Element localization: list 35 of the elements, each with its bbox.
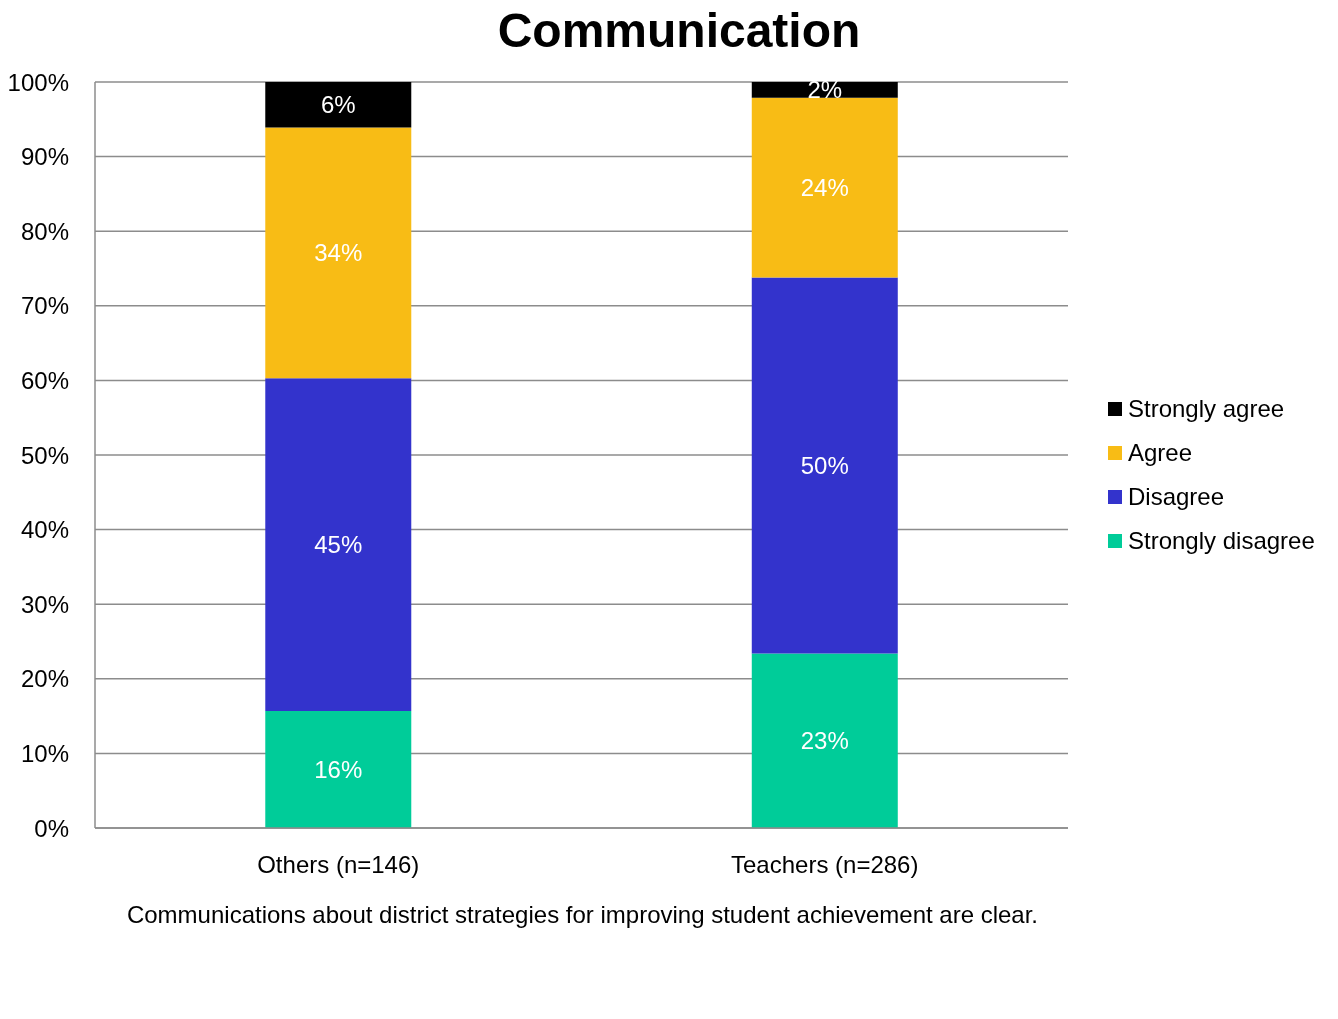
y-tick-label: 90% (20, 143, 69, 171)
bar (265, 710, 412, 828)
y-tick-label: 80% (20, 217, 69, 245)
bar (751, 97, 898, 278)
data-label: 2% (807, 76, 843, 104)
data-label: 6% (320, 91, 356, 119)
legend-label: Agree (1128, 439, 1193, 467)
x-tick-label: Others (n=146) (257, 851, 420, 879)
y-tick-label: 70% (20, 292, 69, 320)
chart-title: Communication (496, 4, 862, 58)
y-tick-label: 20% (20, 665, 69, 693)
data-label: 24% (800, 174, 849, 202)
data-label: 50% (800, 451, 849, 479)
bar (265, 127, 412, 379)
bar (751, 653, 898, 828)
legend-label: Disagree (1128, 483, 1225, 511)
y-tick-label: 50% (20, 441, 69, 469)
y-tick-label: 0% (34, 814, 69, 842)
bar (265, 82, 412, 128)
y-tick-label: 40% (20, 516, 69, 544)
data-label: 45% (314, 531, 363, 559)
y-tick-label: 100% (7, 68, 69, 96)
data-label: 34% (314, 239, 363, 267)
bar (751, 277, 898, 654)
bar (751, 82, 898, 98)
y-tick-label: 60% (20, 366, 69, 394)
y-tick-label: 30% (20, 590, 69, 618)
bar (265, 378, 412, 711)
x-axis-title: Communications about district strategies for improving student achievement are clear. (125, 900, 1040, 930)
data-label: 16% (314, 755, 363, 783)
x-tick-label: Teachers (n=286) (731, 851, 919, 879)
y-tick-label: 10% (20, 739, 69, 767)
legend-label: Strongly agree (1128, 395, 1285, 423)
data-label: 23% (800, 727, 849, 755)
legend-label: Strongly disagree (1128, 527, 1315, 555)
